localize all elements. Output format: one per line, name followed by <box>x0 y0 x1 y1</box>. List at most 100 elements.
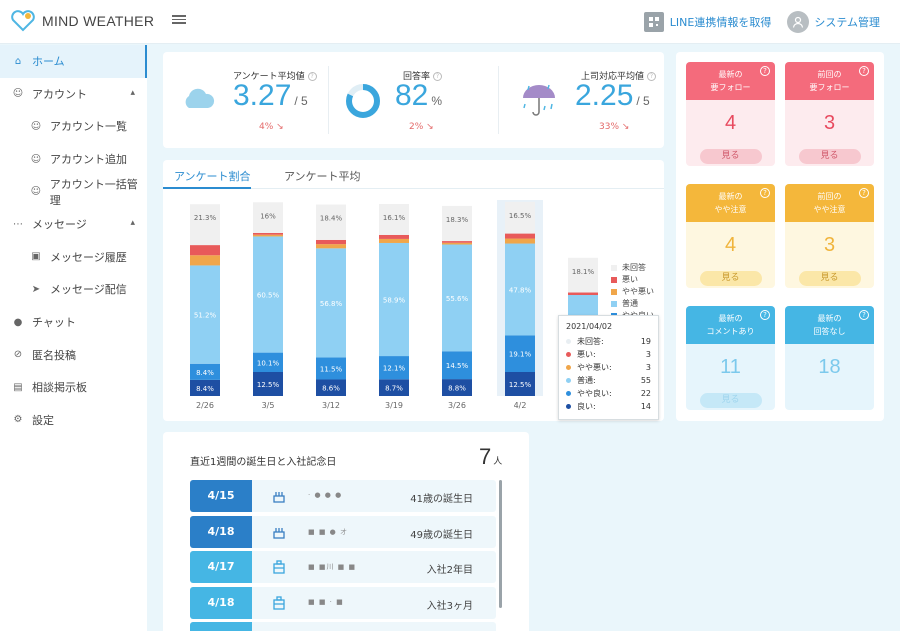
legend-item[interactable]: 普通 <box>611 298 654 310</box>
sidebar-item-account-list[interactable]: ☺ アカウント一覧 <box>0 110 147 143</box>
help-icon[interactable]: ? <box>433 72 443 81</box>
help-icon[interactable]: ? <box>859 66 869 76</box>
bar-segment[interactable] <box>379 204 409 235</box>
help-icon[interactable]: ? <box>760 188 770 198</box>
sidebar-item-chat[interactable]: ● チャット <box>0 306 147 339</box>
bar-segment[interactable] <box>190 363 220 380</box>
help-icon[interactable]: ? <box>647 72 657 81</box>
alert-tile[interactable]: 最新の コメントあり? 11 見る <box>686 306 775 410</box>
trend-down-icon: ↘ <box>621 122 630 132</box>
bar-segment[interactable] <box>316 248 346 358</box>
legend-item[interactable]: 悪い <box>611 274 654 286</box>
view-button[interactable]: 見る <box>798 149 861 164</box>
sidebar-item-home[interactable]: ⌂ ホーム <box>0 45 147 78</box>
sidebar-item-board[interactable]: ▤ 相談掲示板 <box>0 371 147 404</box>
bar-segment[interactable] <box>253 372 283 396</box>
bar-segment[interactable] <box>505 238 535 244</box>
bar-segment[interactable] <box>253 236 283 353</box>
alert-tile[interactable]: 最新の やや注意? 4 見る <box>686 184 775 288</box>
anniversary-row[interactable]: 4/15 · ● ● ● 41歳の誕生日 <box>190 480 496 512</box>
bar-segment[interactable] <box>568 292 598 296</box>
user-name[interactable]: システム管理 <box>814 16 880 29</box>
bar-segment[interactable] <box>253 352 283 372</box>
alert-tile[interactable]: 最新の 回答なし? 18 <box>785 306 874 410</box>
bar-segment[interactable] <box>442 241 472 243</box>
scrollbar[interactable] <box>499 480 502 608</box>
bar-segment[interactable] <box>442 351 472 380</box>
view-button[interactable]: 見る <box>699 149 762 164</box>
help-icon[interactable]: ? <box>859 310 869 320</box>
view-button[interactable]: 見る <box>798 271 861 286</box>
bar-segment[interactable] <box>379 238 409 243</box>
bar-segment[interactable] <box>316 239 346 245</box>
bar-segment[interactable] <box>505 243 535 336</box>
sidebar-item-account-bulk[interactable]: ☺ アカウント一括管理 <box>0 175 147 208</box>
alert-title-line: やや注意 <box>714 205 747 214</box>
chevron-up-icon: ▴ <box>130 87 135 98</box>
qr-code-icon[interactable] <box>643 12 664 32</box>
bar-data-label: 19.1% <box>509 351 532 359</box>
bar-segment[interactable] <box>505 233 535 239</box>
bar-segment[interactable] <box>568 257 598 293</box>
anniversary-row[interactable]: 4/17 ■ ■川 ■ ■ 入社2年目 <box>190 551 496 583</box>
bar-segment[interactable] <box>442 244 472 352</box>
bar-segment[interactable] <box>505 335 535 372</box>
bar-segment[interactable] <box>253 202 283 233</box>
alert-tile[interactable]: 前回の やや注意? 3 見る <box>785 184 874 288</box>
menu-toggle-icon[interactable] <box>172 13 186 27</box>
bar-segment[interactable] <box>505 372 535 396</box>
alert-tile[interactable]: 前回の 要フォロー? 3 見る <box>785 62 874 166</box>
bar-segment[interactable] <box>190 245 220 256</box>
bar-segment[interactable] <box>379 379 409 396</box>
legend-swatch <box>611 265 617 271</box>
bar-segment[interactable] <box>379 356 409 380</box>
legend-item[interactable]: やや悪い <box>611 286 654 298</box>
bar-segment[interactable] <box>442 242 472 245</box>
bar-segment[interactable] <box>190 379 220 396</box>
bar-segment[interactable] <box>316 357 346 380</box>
tab-survey-ratio[interactable]: アンケート割合 <box>174 170 251 183</box>
bar-segment[interactable] <box>379 242 409 357</box>
bar-segment[interactable] <box>316 204 346 240</box>
bar-segment[interactable] <box>379 234 409 239</box>
sidebar-item-message[interactable]: ⋯ メッセージ ▴ <box>0 208 147 241</box>
tooltip-row: 良い: 14 <box>566 400 651 413</box>
bar-segment[interactable] <box>253 234 283 237</box>
anniversary-row[interactable]: 4/18 ■ ■ ● オ 49歳の誕生日 <box>190 515 496 548</box>
anniversary-row[interactable] <box>190 622 496 631</box>
sidebar-item-anonymous[interactable]: ⊘ 匿名投稿 <box>0 338 147 371</box>
sidebar-item-account-add[interactable]: ☺ アカウント追加 <box>0 143 147 176</box>
bar-segment[interactable] <box>316 379 346 396</box>
app-logo[interactable]: MIND WEATHER <box>10 10 154 32</box>
help-icon[interactable]: ? <box>307 72 317 81</box>
tab-survey-average[interactable]: アンケート平均 <box>284 170 361 183</box>
view-button[interactable]: 見る <box>699 393 762 408</box>
help-icon[interactable]: ? <box>760 66 770 76</box>
avatar[interactable] <box>787 11 810 33</box>
anniversary-title: 直近1週間の誕生日と入社記念日 <box>190 457 337 468</box>
legend-item[interactable]: 未回答 <box>611 262 654 274</box>
anniversary-row[interactable]: 4/18 ■ ■ · ■ 入社3ヶ月 <box>190 586 496 619</box>
anniversary-count: 7 <box>479 444 492 469</box>
help-icon[interactable]: ? <box>760 310 770 320</box>
bar-segment[interactable] <box>442 379 472 396</box>
sidebar-item-message-send[interactable]: ➤ メッセージ配信 <box>0 273 147 306</box>
bar-segment[interactable] <box>442 205 472 242</box>
alert-tile[interactable]: 最新の 要フォロー? 4 見る <box>686 62 775 166</box>
bar-segment[interactable] <box>316 244 346 249</box>
x-tick-label: 4/2 <box>514 401 527 410</box>
line-link[interactable]: LINE連携情報を取得 <box>669 16 772 29</box>
bar-segment[interactable] <box>190 204 220 246</box>
kpi-survey-average: アンケート平均値? 3.27/ 5 4% ↘ <box>163 52 328 148</box>
sidebar-item-settings[interactable]: ⚙ 設定 <box>0 404 147 437</box>
anniversary-name: ■ ■川 ■ ■ <box>308 563 357 571</box>
help-icon[interactable]: ? <box>859 188 869 198</box>
sidebar-item-message-history[interactable]: ▣ メッセージ履歴 <box>0 241 147 274</box>
view-button[interactable]: 見る <box>699 271 762 286</box>
bar-segment[interactable] <box>190 255 220 266</box>
bar-segment[interactable] <box>190 265 220 364</box>
sidebar-item-account[interactable]: ☺ アカウント ▴ <box>0 78 147 111</box>
anniversary-description: 41歳の誕生日 <box>410 494 473 505</box>
bar-segment[interactable] <box>505 201 535 234</box>
bar-segment[interactable] <box>253 232 283 235</box>
